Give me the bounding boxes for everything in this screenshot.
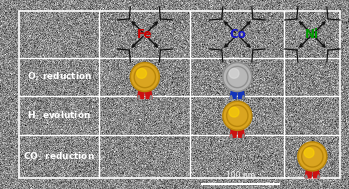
Text: O$_2$ reduction: O$_2$ reduction — [27, 71, 92, 83]
Polygon shape — [305, 163, 312, 178]
Text: CO$_2$ reduction: CO$_2$ reduction — [23, 150, 95, 163]
Text: H$_2$ evolution: H$_2$ evolution — [27, 109, 91, 122]
Text: Fe: Fe — [137, 28, 153, 41]
Polygon shape — [230, 134, 232, 137]
Polygon shape — [305, 175, 307, 178]
Circle shape — [224, 103, 250, 129]
Circle shape — [137, 68, 147, 78]
Circle shape — [298, 142, 327, 171]
Polygon shape — [237, 123, 244, 137]
Polygon shape — [138, 84, 145, 98]
Circle shape — [299, 143, 325, 169]
Text: Ni: Ni — [305, 28, 319, 41]
Text: Co: Co — [229, 28, 246, 41]
Polygon shape — [230, 123, 237, 137]
Bar — [19, 11, 340, 178]
Polygon shape — [237, 84, 244, 98]
Polygon shape — [150, 95, 152, 98]
Circle shape — [223, 101, 252, 130]
Polygon shape — [312, 163, 319, 178]
Polygon shape — [242, 95, 244, 98]
Polygon shape — [138, 95, 140, 98]
Polygon shape — [230, 84, 237, 98]
Polygon shape — [317, 175, 319, 178]
Polygon shape — [230, 95, 232, 98]
Circle shape — [223, 62, 252, 92]
Circle shape — [229, 107, 239, 117]
Polygon shape — [242, 134, 244, 137]
Polygon shape — [145, 84, 152, 98]
Circle shape — [130, 62, 159, 92]
Circle shape — [304, 148, 314, 158]
Circle shape — [224, 64, 250, 90]
Text: 100 nm: 100 nm — [226, 171, 255, 180]
Circle shape — [229, 68, 239, 78]
Circle shape — [132, 64, 158, 90]
